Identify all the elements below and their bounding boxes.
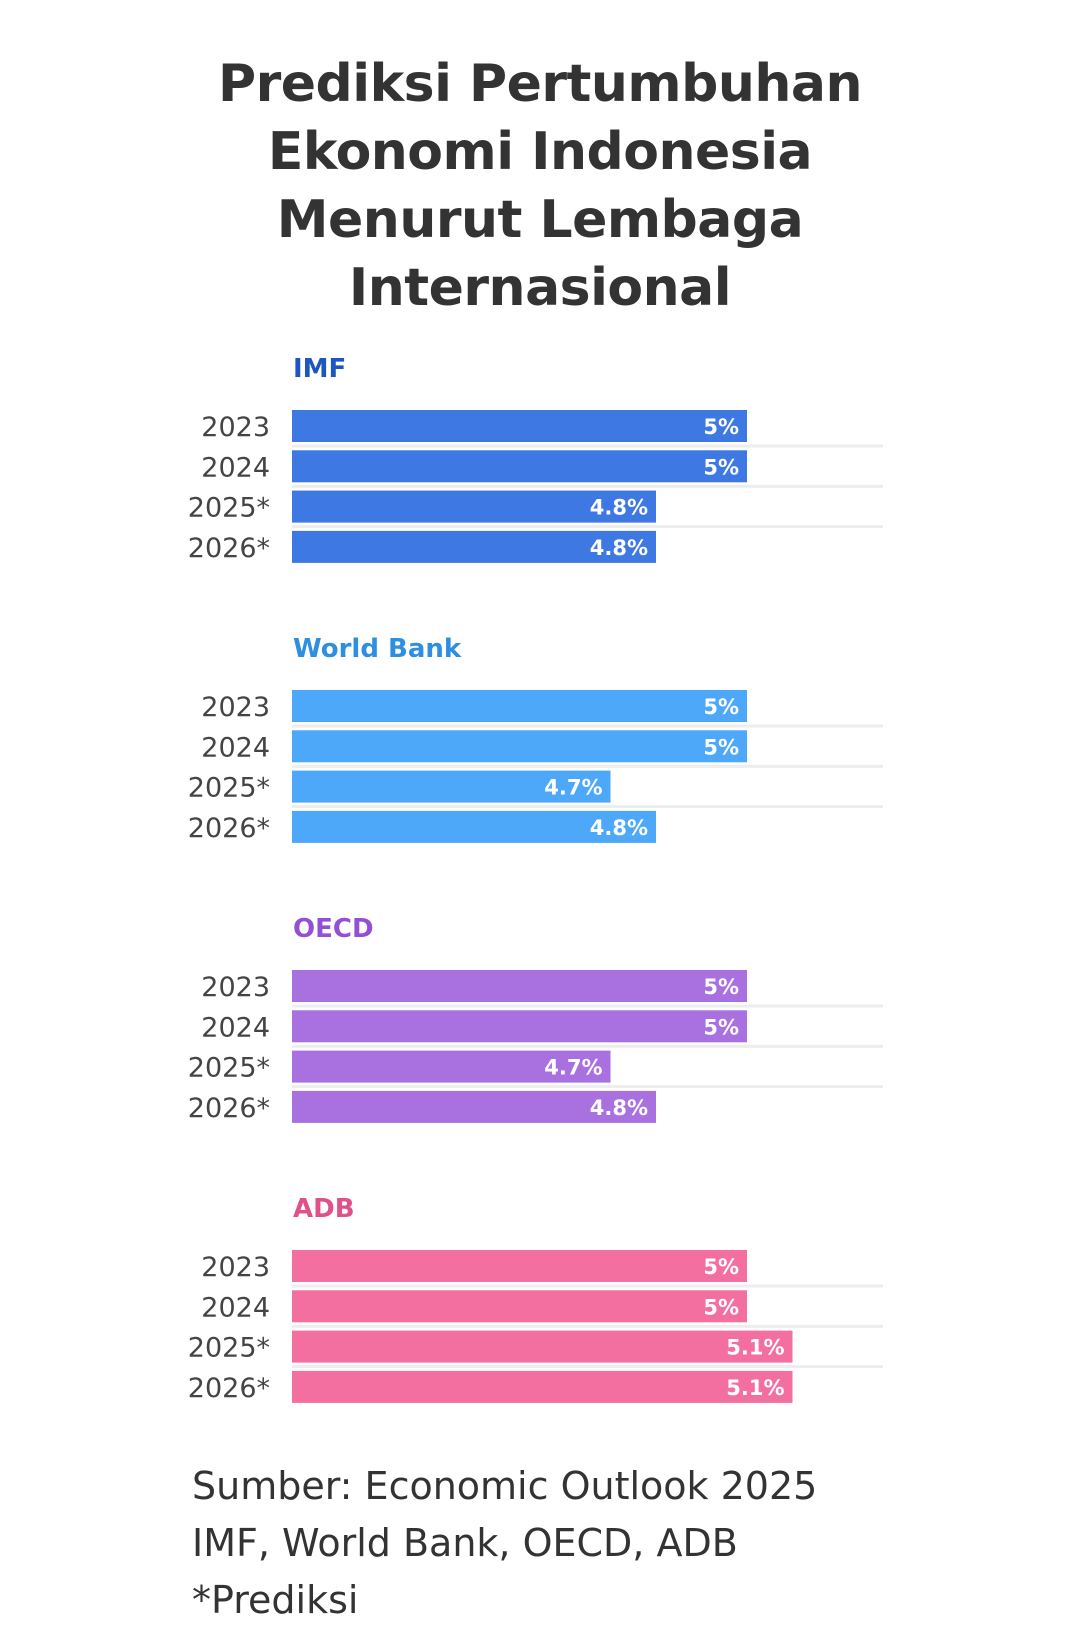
data-label: 4.8% (590, 496, 648, 520)
data-label: 5% (703, 415, 739, 439)
bar-oecd-2024 (292, 1010, 747, 1043)
bar-imf-2023 (292, 410, 747, 442)
data-label: 5% (703, 735, 739, 759)
category-label: 2026* (188, 1373, 270, 1404)
series-label-world-bank: World Bank (293, 634, 462, 664)
row-separator (292, 1284, 883, 1288)
row-separator (292, 1365, 883, 1369)
bar-world-bank-2026-pred (292, 810, 656, 843)
data-label: 5% (703, 1015, 739, 1039)
series-label-adb: ADB (293, 1194, 355, 1224)
data-label: 5% (703, 695, 739, 719)
bar-adb-2023 (292, 1250, 747, 1282)
category-label: 2023 (201, 972, 270, 1003)
bar-oecd-2026-pred (292, 1090, 656, 1123)
data-label: 5% (703, 975, 739, 999)
category-label: 2026* (188, 533, 270, 564)
chart-title-line: Menurut Lembaga (276, 190, 804, 250)
data-label: 4.8% (590, 536, 648, 560)
data-label: 5.1% (726, 1376, 784, 1400)
row-separator (292, 444, 883, 448)
source-note: Sumber: Economic Outlook 2025 IMF, World… (192, 1458, 817, 1629)
category-label: 2026* (188, 813, 270, 844)
category-label: 2026* (188, 1093, 270, 1124)
row-separator (292, 484, 883, 488)
category-label: 2025* (188, 1053, 270, 1084)
category-label: 2025* (188, 1333, 270, 1364)
row-separator (292, 1044, 883, 1048)
bar-adb-2024 (292, 1290, 747, 1323)
data-label: 4.8% (590, 816, 648, 840)
data-label: 5% (703, 1295, 739, 1319)
row-separator (292, 1324, 883, 1328)
bar-imf-2026-pred (292, 530, 656, 563)
category-label: 2024 (201, 732, 270, 763)
row-separator (292, 764, 883, 768)
row-separator (292, 724, 883, 728)
bar-world-bank-2023 (292, 690, 747, 722)
series-label-oecd: OECD (293, 914, 374, 944)
category-label: 2024 (201, 1012, 270, 1043)
chart-title-line: Ekonomi Indonesia (267, 122, 813, 182)
category-label: 2025* (188, 773, 270, 804)
row-separator (292, 1085, 883, 1089)
bar-oecd-2023 (292, 970, 747, 1002)
category-label: 2024 (201, 1292, 270, 1323)
data-label: 4.7% (544, 776, 602, 800)
bar-world-bank-2024 (292, 730, 747, 763)
data-label: 5.1% (726, 1336, 784, 1360)
bar-oecd-2025-pred (292, 1050, 611, 1083)
prediction-footnote: *Prediksi (192, 1578, 359, 1622)
source-institutions: IMF, World Bank, OECD, ADB (192, 1521, 738, 1565)
category-label: 2023 (201, 692, 270, 723)
chart-title-line: Internasional (348, 258, 732, 318)
category-label: 2023 (201, 412, 270, 443)
chart-title-line: Prediksi Pertumbuhan (218, 54, 863, 114)
data-label: 5% (703, 455, 739, 479)
bar-imf-2024 (292, 450, 747, 483)
bar-imf-2025-pred (292, 490, 656, 523)
row-separator (292, 805, 883, 809)
row-separator (292, 1004, 883, 1008)
category-label: 2023 (201, 1252, 270, 1283)
category-label: 2024 (201, 452, 270, 483)
data-label: 5% (703, 1255, 739, 1279)
bar-world-bank-2025-pred (292, 770, 611, 803)
row-separator (292, 525, 883, 529)
category-label: 2025* (188, 493, 270, 524)
source-line: Sumber: Economic Outlook 2025 (192, 1464, 818, 1508)
bar-adb-2026-pred (292, 1370, 793, 1403)
series-label-imf: IMF (293, 354, 346, 384)
data-label: 4.8% (590, 1096, 648, 1120)
data-label: 4.7% (544, 1056, 602, 1080)
chart-title: Prediksi Pertumbuhan Ekonomi Indonesia M… (0, 50, 1080, 322)
bar-adb-2025-pred (292, 1330, 793, 1363)
